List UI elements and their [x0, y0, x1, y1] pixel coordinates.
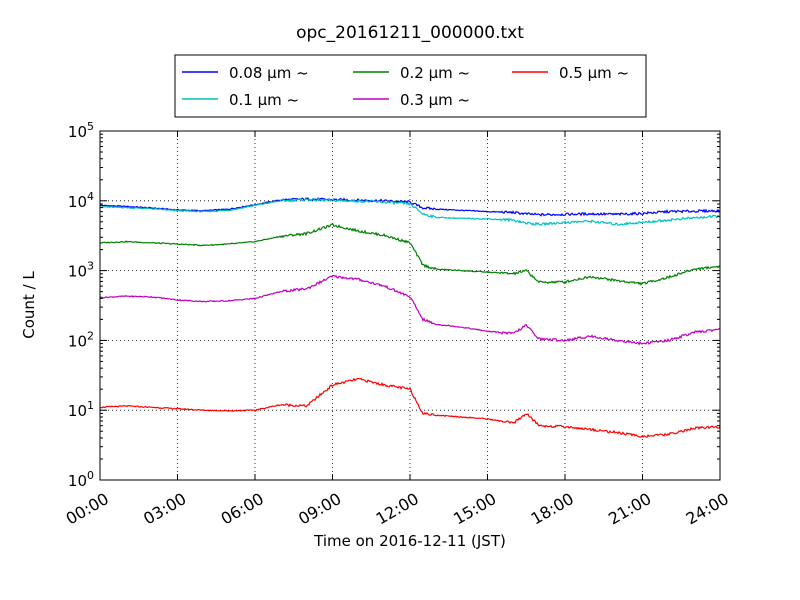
y-axis-label: Count / L	[20, 271, 38, 339]
grid-lines	[100, 131, 720, 480]
x-axis: 00:00 03:00 06:00 09:00 12:00 15:00 18:00 21:00…	[63, 131, 732, 529]
series-line-3	[99, 223, 721, 286]
series-line-1	[99, 197, 721, 217]
y-tick-label: 102	[68, 329, 94, 350]
chart-title: opc_20161211_000000.txt	[296, 23, 524, 43]
x-tick-label: 03:00	[140, 489, 189, 529]
legend-label: 0.08 μm ~	[229, 64, 309, 82]
series-line-2	[100, 197, 721, 227]
legend: 0.08 μm ~ 0.1 μm ~ 0.2 μm ~ 0.3 μm ~ 0.5 μm …	[174, 54, 647, 118]
x-tick-label: 24:00	[683, 489, 732, 529]
y-tick-label: 104	[68, 190, 94, 211]
series-line-4	[99, 274, 721, 346]
x-tick-label: 15:00	[450, 489, 499, 529]
legend-label: 0.5 μm ~	[559, 64, 629, 82]
x-tick-label: 00:00	[63, 489, 112, 529]
y-axis: 100 101 102 103 104 105	[68, 120, 720, 490]
series-line-5	[99, 377, 721, 438]
x-tick-label: 09:00	[295, 489, 344, 529]
legend-label: 0.3 μm ~	[400, 91, 470, 109]
y-tick-label: 103	[68, 260, 94, 281]
legend-label: 0.1 μm ~	[229, 91, 299, 109]
y-tick-label: 100	[68, 469, 94, 490]
series-lines	[99, 197, 721, 438]
legend-frame	[174, 54, 647, 118]
x-axis-label: Time on 2016-12-11 (JST)	[313, 532, 506, 550]
y-tick-label: 105	[68, 120, 94, 141]
x-tick-label: 18:00	[528, 489, 577, 529]
x-tick-label: 06:00	[218, 489, 267, 529]
x-tick-label: 12:00	[373, 489, 422, 529]
legend-label: 0.2 μm ~	[400, 64, 470, 82]
x-tick-label: 21:00	[605, 489, 654, 529]
y-tick-label: 101	[68, 399, 94, 420]
